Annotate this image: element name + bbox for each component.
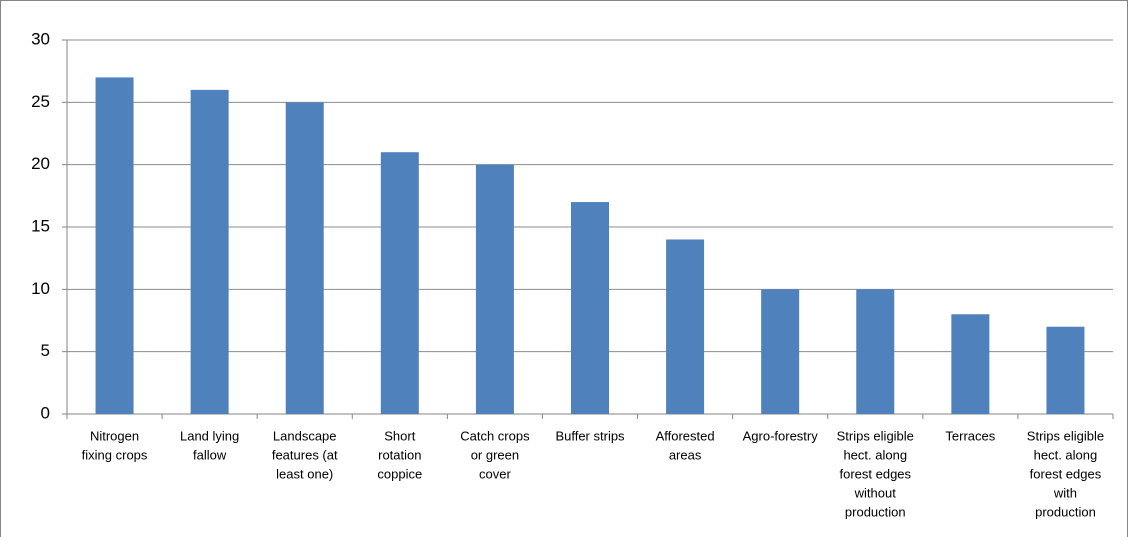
bar	[380, 152, 419, 414]
x-tick-label: Terraces	[945, 428, 995, 443]
y-tick-label: 30	[31, 29, 50, 48]
x-tick-label: cover	[479, 466, 511, 481]
x-tick-label: fixing crops	[82, 447, 148, 462]
bar	[761, 289, 800, 414]
x-tick-label: areas	[669, 447, 702, 462]
x-tick-label: Buffer strips	[555, 428, 625, 443]
x-tick-label: coppice	[377, 466, 422, 481]
x-tick-label: Afforested	[656, 428, 715, 443]
bar	[856, 289, 895, 414]
bar	[95, 77, 134, 415]
x-tick-label: forest edges	[839, 466, 911, 481]
bar	[951, 314, 990, 414]
y-tick-label: 5	[41, 341, 50, 360]
y-tick-label: 10	[31, 279, 50, 298]
y-tick-label: 25	[31, 92, 50, 111]
x-tick-label: fallow	[193, 447, 227, 462]
bar	[571, 202, 609, 414]
x-tick-label: Landscape	[273, 428, 337, 443]
x-tick-label: forest edges	[1030, 466, 1102, 481]
bar	[666, 239, 705, 414]
bar	[190, 89, 229, 414]
x-tick-label: least one)	[276, 466, 333, 481]
x-tick-label: hect. along	[1034, 447, 1098, 462]
x-tick-label: Short	[384, 428, 415, 443]
x-tick-label: hect. along	[843, 447, 907, 462]
y-tick-label: 15	[31, 216, 50, 235]
x-tick-label: Land lying	[180, 428, 239, 443]
x-tick-label: features (at	[272, 447, 338, 462]
y-tick-label: 20	[31, 154, 50, 173]
bar	[1046, 326, 1085, 414]
x-tick-label: Nitrogen	[90, 428, 139, 443]
y-tick-label: 0	[41, 403, 50, 422]
x-tick-label: production	[845, 504, 906, 519]
x-tick-label: without	[854, 485, 897, 500]
bar	[475, 164, 514, 414]
x-tick-label: production	[1035, 504, 1096, 519]
x-tick-label: Agro-forestry	[743, 428, 819, 443]
x-tick-label: or green	[471, 447, 519, 462]
x-tick-label: rotation	[378, 447, 421, 462]
bar	[285, 102, 324, 414]
x-tick-label: with	[1053, 485, 1077, 500]
x-tick-label: Strips eligible	[837, 428, 914, 443]
x-tick-label: Strips eligible	[1027, 428, 1104, 443]
x-tick-label: Catch crops	[460, 428, 530, 443]
